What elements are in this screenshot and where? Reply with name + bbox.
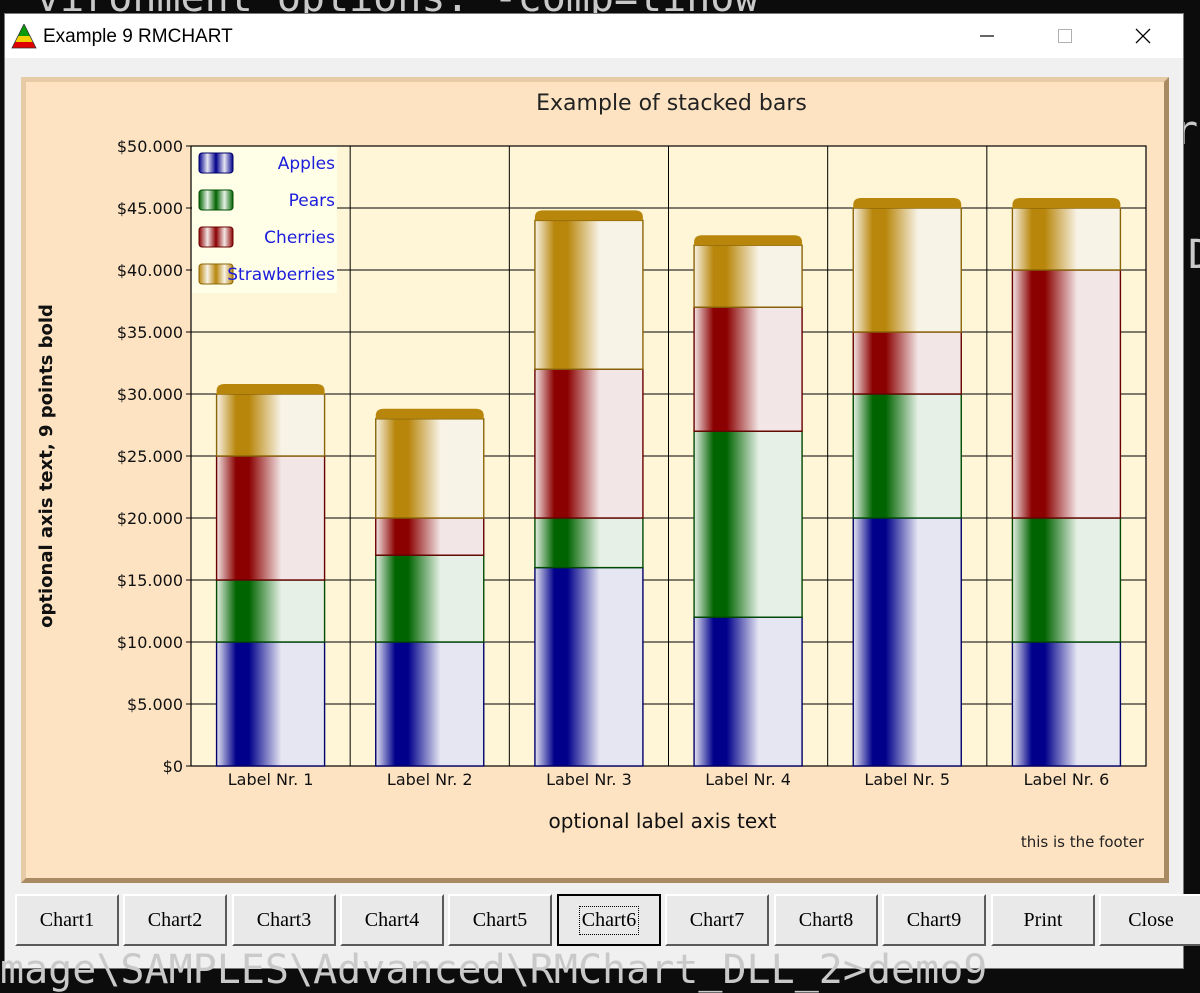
rmchart-window: Example 9 RMCHART Example of stacked bar… xyxy=(4,13,1200,969)
legend-label: Cherries xyxy=(264,228,335,248)
bar-segment-apples xyxy=(215,641,326,767)
bar-top-cap xyxy=(216,384,325,394)
minimize-icon xyxy=(980,35,994,37)
button-chart2[interactable]: Chart2 xyxy=(123,894,227,946)
y-tick-label: $50.000 xyxy=(117,137,183,156)
console-background-text-bottom: mage\SAMPLES\Advanced\RMChart_DLL_2>demo… xyxy=(0,947,988,993)
button-chart4[interactable]: Chart4 xyxy=(340,894,444,946)
bar-segment-strawberries xyxy=(693,244,803,308)
y-tick-label: $35.000 xyxy=(117,323,183,342)
x-tick-label: Label Nr. 3 xyxy=(546,770,632,789)
bar-segment-pears xyxy=(215,579,326,643)
button-label: Chart1 xyxy=(39,908,95,931)
legend-label: Apples xyxy=(278,154,335,174)
console-background-fragment-2: D xyxy=(1188,232,1200,278)
button-chart5[interactable]: Chart5 xyxy=(448,894,552,946)
rmchart-triangle-icon xyxy=(11,23,37,53)
button-label: Chart5 xyxy=(472,908,528,931)
legend-swatch-apples xyxy=(198,152,234,174)
y-axis-label: optional axis text, 9 points bold xyxy=(36,304,57,628)
button-label: Chart8 xyxy=(798,908,854,931)
y-tick-label: $10.000 xyxy=(117,633,183,652)
bar-segment-pears xyxy=(693,430,803,618)
bar-segment-cherries xyxy=(375,517,485,556)
x-tick-label: Label Nr. 6 xyxy=(1024,770,1110,789)
button-chart3[interactable]: Chart3 xyxy=(232,894,336,946)
button-label: Chart4 xyxy=(364,908,420,931)
button-label: Chart6 xyxy=(578,905,640,935)
bar-top-cap xyxy=(375,408,484,419)
bar-segment-cherries xyxy=(215,455,326,581)
window-title: Example 9 RMCHART xyxy=(43,26,233,47)
legend-swatch-strawberries xyxy=(198,263,234,285)
bar-segment-strawberries xyxy=(375,418,485,519)
button-chart7[interactable]: Chart7 xyxy=(665,894,769,946)
button-chart8[interactable]: Chart8 xyxy=(774,894,878,946)
bar-segment-pears xyxy=(852,393,962,519)
bar-segment-cherries xyxy=(693,306,803,432)
bar-segment-cherries xyxy=(852,331,962,395)
chart-footer: this is the footer xyxy=(1021,833,1145,851)
y-tick-label: $40.000 xyxy=(117,261,183,280)
bar-top-cap xyxy=(1012,198,1121,208)
x-tick-label: Label Nr. 2 xyxy=(387,770,473,789)
button-label: Chart2 xyxy=(147,908,203,931)
bar-segment-cherries xyxy=(534,368,644,519)
y-tick-label: $5.000 xyxy=(127,695,183,714)
bar-segment-pears xyxy=(1011,517,1122,643)
bar-segment-strawberries xyxy=(1011,207,1122,271)
bar-segment-strawberries xyxy=(852,207,962,333)
legend-label: Pears xyxy=(289,191,336,211)
bar-segment-strawberries xyxy=(534,219,644,370)
bar-segment-apples xyxy=(852,517,962,767)
y-tick-label: $30.000 xyxy=(117,385,183,404)
button-chart9[interactable]: Chart9 xyxy=(882,894,986,946)
maximize-icon xyxy=(1058,29,1072,43)
legend-swatch-cherries xyxy=(198,226,234,248)
button-chart6[interactable]: Chart6 xyxy=(557,894,661,946)
button-label: Chart9 xyxy=(906,908,962,931)
legend-swatch-pears xyxy=(198,189,234,211)
bar-segment-apples xyxy=(1011,641,1122,767)
y-tick-label: $25.000 xyxy=(117,447,183,466)
maximize-button[interactable] xyxy=(1026,14,1104,58)
chart-panel: Example of stacked bars $0 $5.000 $10.000 $1… xyxy=(21,77,1169,883)
button-close[interactable]: Close xyxy=(1099,894,1200,946)
button-label: Chart3 xyxy=(256,908,312,931)
y-tick-label: $15.000 xyxy=(117,571,183,590)
close-button[interactable] xyxy=(1104,14,1182,58)
bar-segment-pears xyxy=(534,517,644,569)
bar-segment-cherries xyxy=(1011,269,1122,519)
x-tick-label: Label Nr. 1 xyxy=(228,770,314,789)
button-label: Close xyxy=(1128,908,1174,931)
bar-top-cap xyxy=(534,210,643,221)
close-icon xyxy=(1135,28,1151,44)
title-bar[interactable]: Example 9 RMCHART xyxy=(5,14,1183,58)
x-tick-label: Label Nr. 4 xyxy=(705,770,791,789)
bar-top-cap xyxy=(694,235,803,246)
button-print[interactable]: Print xyxy=(991,894,1095,946)
button-label: Print xyxy=(1023,908,1063,931)
bar-segment-apples xyxy=(534,566,644,767)
button-label: Chart7 xyxy=(689,908,745,931)
legend-label: Strawberries xyxy=(227,265,335,285)
bar-segment-strawberries xyxy=(215,393,326,457)
y-tick-label: $0 xyxy=(163,757,183,776)
bar-segment-apples xyxy=(375,641,485,767)
minimize-button[interactable] xyxy=(948,14,1026,58)
x-tick-label: Label Nr. 5 xyxy=(864,770,950,789)
bar-segment-pears xyxy=(375,554,485,643)
bar-segment-apples xyxy=(693,616,803,767)
y-tick-label: $45.000 xyxy=(117,199,183,218)
button-chart1[interactable]: Chart1 xyxy=(15,894,119,946)
x-axis-label: optional label axis text xyxy=(548,809,776,833)
bar-top-cap xyxy=(853,198,962,208)
y-tick-label: $20.000 xyxy=(117,509,183,528)
stacked-bar-chart: Example of stacked bars $0 $5.000 $10.000 $1… xyxy=(36,91,1147,851)
chart-title: Example of stacked bars xyxy=(536,91,807,116)
